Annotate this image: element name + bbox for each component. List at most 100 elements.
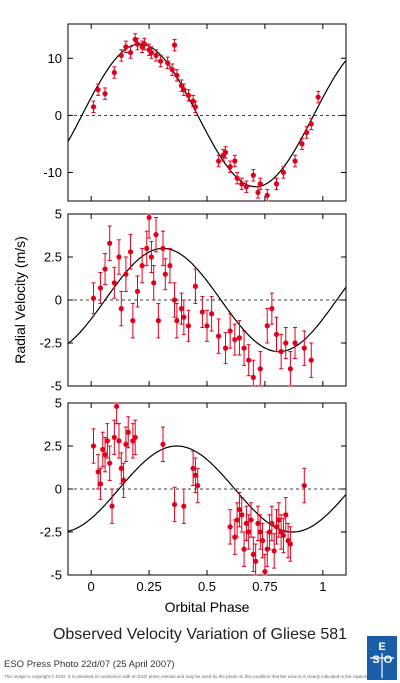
point-marker: [169, 67, 175, 73]
data-point: [232, 519, 238, 555]
point-marker: [130, 318, 136, 324]
point-marker: [239, 512, 245, 518]
point-marker: [257, 181, 263, 187]
data-point: [308, 342, 314, 378]
data-point: [236, 491, 243, 528]
data-point: [90, 282, 97, 315]
point-marker: [222, 149, 229, 156]
data-point: [269, 505, 275, 542]
data-point: [215, 318, 222, 354]
point-marker: [315, 94, 321, 100]
data-point: [158, 54, 164, 68]
data-point: [171, 486, 178, 523]
data-point: [174, 69, 180, 82]
point-marker: [192, 472, 199, 478]
point-marker: [292, 340, 298, 346]
point-marker: [243, 184, 249, 190]
data-point: [241, 531, 247, 567]
data-point: [134, 275, 141, 308]
data-point: [280, 517, 287, 554]
point-marker: [283, 512, 289, 518]
point-marker: [283, 340, 289, 346]
data-point: [271, 533, 277, 569]
data-point: [111, 66, 117, 79]
point-marker: [102, 266, 108, 272]
panel-frame: [67, 23, 347, 202]
point-marker: [121, 477, 127, 483]
y-tick-label: 0: [55, 482, 62, 497]
point-marker: [90, 104, 97, 110]
point-marker: [232, 336, 238, 343]
data-point: [97, 271, 104, 304]
data-point: [269, 292, 275, 325]
copyright-notice: This image is copyright © ESO. It is rel…: [4, 674, 369, 679]
data-point: [280, 166, 287, 179]
model-curve: [67, 43, 347, 188]
point-marker: [141, 41, 148, 47]
point-marker: [123, 441, 129, 447]
y-tick-label: -5: [50, 568, 62, 583]
point-marker: [273, 331, 280, 337]
point-marker: [209, 311, 215, 317]
data-point: [250, 536, 256, 573]
data-point: [257, 514, 263, 550]
point-marker: [273, 181, 280, 187]
point-marker: [125, 429, 131, 435]
y-axis-label: Radial Velocity (m/s): [12, 236, 28, 364]
data-point: [195, 467, 201, 504]
data-point: [174, 302, 180, 339]
point-marker: [215, 158, 222, 164]
point-marker: [266, 529, 273, 535]
data-point: [100, 431, 106, 468]
data-point: [123, 256, 129, 292]
y-tick-label: 2.5: [44, 250, 62, 265]
data-point: [273, 509, 280, 545]
point-marker: [262, 568, 268, 575]
data-point: [273, 177, 280, 191]
data-point: [148, 241, 154, 273]
data-point: [246, 344, 252, 377]
point-marker: [241, 546, 247, 552]
data-point: [255, 505, 261, 542]
data-point: [121, 462, 127, 499]
point-marker: [301, 345, 307, 351]
data-point: [118, 452, 124, 485]
point-marker: [107, 240, 113, 246]
data-point: [257, 177, 263, 191]
data-point: [234, 171, 240, 185]
point-marker: [97, 285, 104, 291]
point-marker: [151, 280, 157, 286]
x-tick-label: 0.5: [198, 579, 216, 594]
point-marker: [287, 366, 293, 372]
data-point: [155, 302, 161, 339]
y-tick-label: -2.5: [40, 336, 62, 351]
point-marker: [146, 214, 152, 221]
data-point: [264, 308, 270, 344]
data-point: [250, 169, 256, 182]
data-point: [97, 467, 104, 500]
point-marker: [109, 503, 115, 509]
data-point: [111, 266, 117, 299]
data-point: [185, 89, 192, 102]
y-tick-label: 10: [48, 51, 62, 66]
data-point: [266, 514, 273, 550]
point-marker: [160, 245, 166, 251]
data-point: [215, 154, 222, 168]
data-point: [222, 146, 229, 159]
data-point: [278, 514, 284, 550]
point-marker: [204, 323, 210, 329]
point-marker: [190, 98, 196, 104]
data-point: [102, 253, 108, 286]
data-point: [222, 332, 229, 365]
data-point: [299, 137, 305, 151]
data-point: [243, 505, 249, 542]
point-marker: [116, 438, 122, 444]
data-point: [236, 320, 243, 356]
data-point: [116, 239, 122, 275]
data-point: [287, 526, 293, 562]
data-point: [162, 258, 168, 291]
point-marker: [118, 52, 124, 59]
data-point: [111, 419, 117, 456]
data-point: [139, 247, 145, 284]
point-marker: [301, 482, 307, 489]
